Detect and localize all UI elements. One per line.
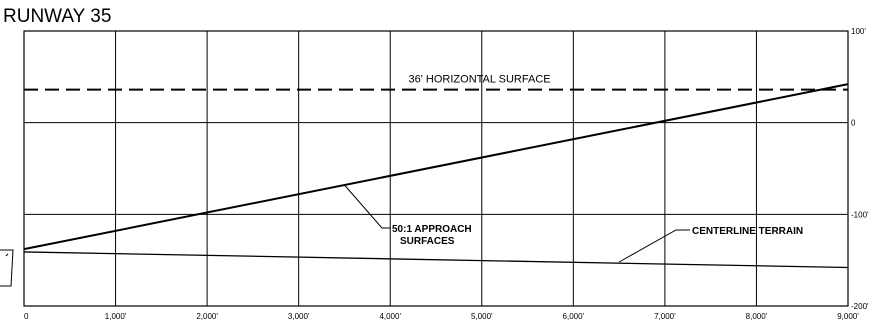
chart-title: RUNWAY 35 (3, 6, 112, 27)
y-tick-label: 0 (851, 119, 856, 128)
y-tick-label: 100' (851, 27, 866, 36)
series-group (23, 83, 849, 269)
plot-frame (23, 30, 849, 307)
x-tick-label: 8,000' (746, 312, 768, 321)
y-tick-label: -200' (851, 302, 869, 311)
x-tick-label: 0 (24, 312, 29, 321)
x-tick-label: 4,000' (379, 312, 401, 321)
x-tick-label: 3,000' (288, 312, 310, 321)
plot-border (23, 30, 849, 307)
y-tick-label: -100' (851, 210, 869, 219)
annotation-approach-surfaces-line2: SURFACES (400, 236, 455, 247)
leader-approach-surfaces (344, 184, 390, 229)
x-tick-labels: 0 1,000' 2,000' 3,000' 4,000' 5,000' 6,000' 7,0… (24, 312, 859, 321)
x-tick-label: 6,000' (563, 312, 585, 321)
annotations-group: 36' HORIZONTAL SURFACE 50:1 APPROACHSURFA… (344, 73, 803, 263)
annotation-centerline-terrain: CENTERLINE TERRAIN (692, 226, 803, 237)
x-tick-label: 2,000' (196, 312, 218, 321)
series-line-2 (23, 83, 849, 251)
left-edge-callout (0, 249, 14, 287)
leader-centerline-terrain (618, 229, 690, 263)
x-tick-label: 5,000' (471, 312, 493, 321)
y-tick-labels: 100' 0 -100' -200' (851, 27, 869, 311)
x-tick-label: 7,000' (654, 312, 676, 321)
x-tick-label: 9,000' (837, 312, 859, 321)
callout-leader (5, 253, 9, 257)
annotation-approach-surfaces: 50:1 APPROACH (392, 224, 472, 235)
x-tick-label: 1,000' (105, 312, 127, 321)
callout-box-edge (0, 249, 14, 287)
series-line-3 (23, 251, 849, 269)
annotation-horizontal-surface: 36' HORIZONTAL SURFACE (409, 73, 551, 85)
